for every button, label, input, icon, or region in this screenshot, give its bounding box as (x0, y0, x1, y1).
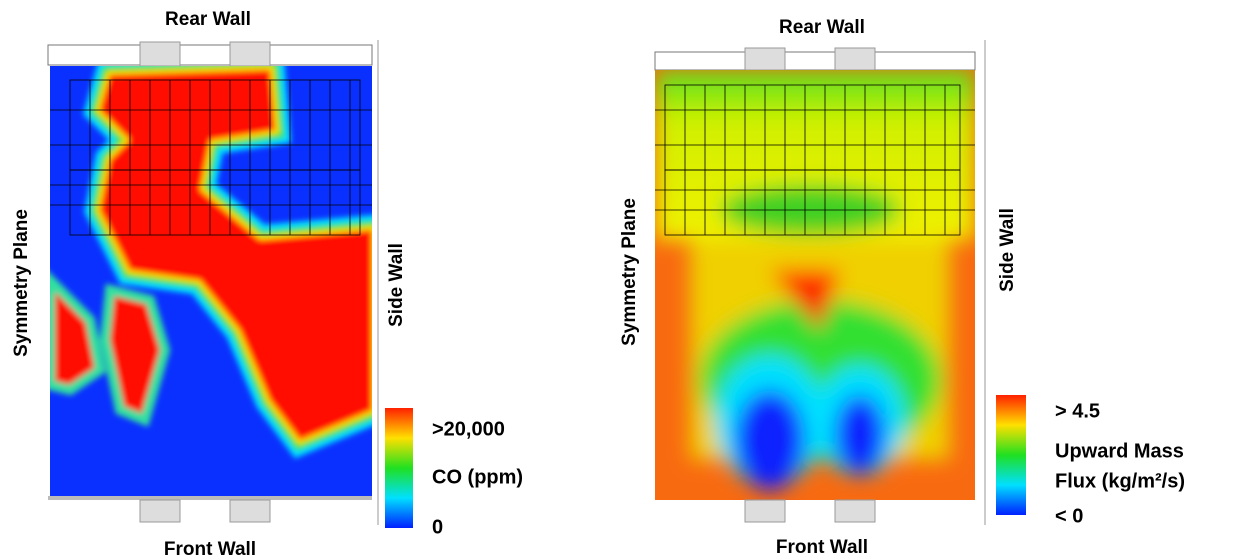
top-label: Rear Wall (779, 17, 865, 38)
bottom-label: Front Wall (776, 537, 868, 558)
left-label: Symmetry Plane (11, 209, 32, 357)
colorbar-max: >20,000 (432, 418, 505, 440)
colorbar-title: Upward Mass (1055, 440, 1184, 462)
right-label: Side Wall (997, 208, 1018, 292)
colorbar-title: Flux (kg/m²/s) (1055, 470, 1185, 492)
co-field (50, 66, 372, 496)
rear-structure (47, 44, 373, 66)
colorbar-max: > 4.5 (1055, 400, 1100, 422)
burner (229, 41, 271, 67)
flux-panel: Rear Wall Front Wall Symmetry Plane Side… (619, 17, 1185, 558)
left-label: Symmetry Plane (619, 198, 640, 346)
colorbar (996, 395, 1026, 515)
burner (139, 41, 181, 67)
flux-field (655, 70, 975, 500)
colorbar-min: 0 (432, 516, 443, 538)
right-label: Side Wall (386, 243, 407, 327)
top-label: Rear Wall (165, 9, 251, 30)
co-panel: Rear Wall Front Wall Symmetry Plane Side… (11, 9, 523, 560)
colorbar-title: CO (ppm) (432, 466, 523, 488)
colorbar-min: < 0 (1055, 505, 1083, 527)
colorbar (385, 408, 413, 528)
bottom-label: Front Wall (164, 539, 256, 560)
